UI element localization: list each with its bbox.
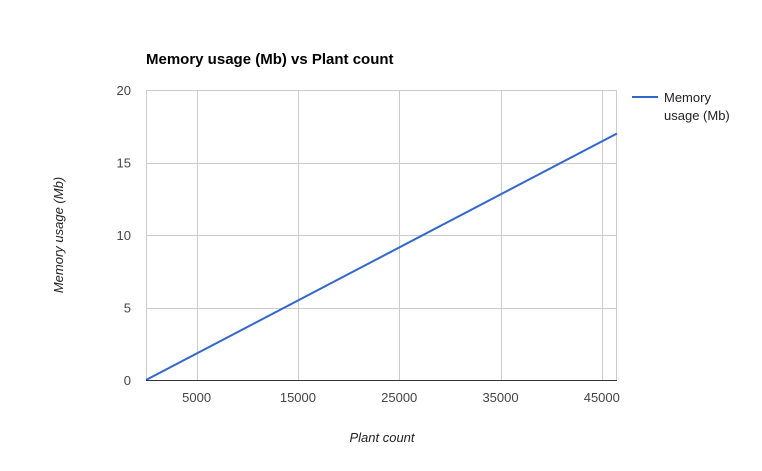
y-tick-label-20: 20 bbox=[117, 83, 131, 98]
x-axis-ticks: 5000 15000 25000 35000 45000 bbox=[182, 390, 620, 405]
x-tick-label-45000: 45000 bbox=[584, 390, 620, 405]
x-tick-label-35000: 35000 bbox=[482, 390, 518, 405]
legend: Memory usage (Mb) bbox=[632, 90, 730, 123]
chart-title: Memory usage (Mb) vs Plant count bbox=[146, 51, 394, 68]
legend-label-line-2: usage (Mb) bbox=[664, 108, 730, 123]
y-axis-ticks: 0 5 10 15 20 bbox=[117, 83, 131, 388]
y-tick-label-0: 0 bbox=[124, 373, 131, 388]
y-tick-label-5: 5 bbox=[124, 301, 131, 316]
series-layer bbox=[145, 132, 618, 381]
x-tick-label-25000: 25000 bbox=[381, 390, 417, 405]
x-axis-title: Plant count bbox=[349, 430, 415, 445]
y-tick-label-15: 15 bbox=[117, 156, 131, 171]
x-tick-label-5000: 5000 bbox=[182, 390, 211, 405]
y-tick-label-10: 10 bbox=[117, 228, 131, 243]
legend-label-line-1: Memory bbox=[664, 90, 711, 105]
gridlines bbox=[146, 90, 617, 380]
x-tick-label-15000: 15000 bbox=[280, 390, 316, 405]
series-line-0 bbox=[145, 132, 618, 381]
y-axis-title: Memory usage (Mb) bbox=[51, 177, 66, 293]
